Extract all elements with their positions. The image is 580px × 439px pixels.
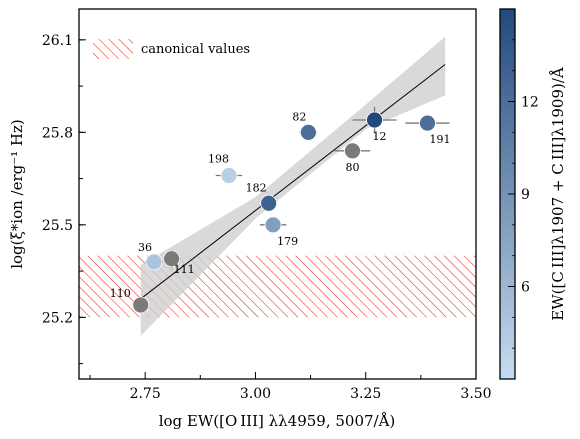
fit-confidence-band: [140, 36, 446, 336]
point-label-191: 191: [429, 133, 450, 146]
colorbar: 6 9 12 EW([C III]λ1907 + C III]λ1909)/Å: [499, 8, 567, 380]
point-label-182: 182: [246, 181, 267, 194]
point-12: [366, 111, 383, 129]
point-label-80: 80: [345, 161, 359, 174]
point-36: [145, 253, 163, 271]
fit-line: [140, 64, 446, 300]
colorbar-tick-label: 9: [521, 187, 530, 203]
y-axis-label: log(ξ*ion /erg⁻¹ Hz): [8, 119, 26, 269]
point-110: [132, 296, 150, 314]
point-80: [344, 142, 361, 160]
plot-frame: [78, 8, 477, 380]
x-axis: 2.75 3.00 3.25 3.50: [89, 372, 492, 402]
y-axis: 25.2 25.5 25.8 26.1: [42, 33, 86, 365]
point-182: [260, 194, 278, 212]
y-tick-label: 26.1: [42, 33, 73, 49]
point-label-111: 111: [174, 263, 195, 276]
point-label-110: 110: [110, 287, 131, 300]
point-label-12: 12: [373, 130, 387, 143]
point-label-198: 198: [208, 153, 229, 166]
point-82: [299, 123, 317, 141]
y-tick-label: 25.5: [42, 218, 73, 234]
colorbar-tick-label: 6: [521, 280, 530, 296]
legend-swatch: [93, 39, 133, 59]
legend: canonical values: [93, 39, 250, 59]
point-label-179: 179: [277, 235, 298, 248]
y-tick-label: 25.8: [42, 125, 73, 141]
y-tick-label: 25.2: [42, 310, 73, 326]
x-tick-label: 3.50: [460, 386, 491, 402]
colorbar-label: EW([C III]λ1907 + C III]λ1909)/Å: [549, 67, 567, 321]
point-label-36: 36: [138, 241, 152, 254]
point-179: [264, 216, 282, 234]
x-tick-label: 3.00: [240, 386, 271, 402]
colorbar-tick-label: 12: [521, 95, 539, 111]
x-tick-label: 2.75: [130, 386, 161, 402]
point-191: [419, 114, 436, 132]
point-label-82: 82: [292, 110, 306, 123]
x-axis-label: log EW([O III] λλ4959, 5007/Å): [159, 412, 396, 430]
point-198: [220, 167, 238, 184]
legend-label: canonical values: [141, 42, 250, 57]
x-tick-label: 3.25: [350, 386, 381, 402]
point-111: [163, 250, 181, 268]
data-points: 110 36 111 198 182 179 82 80 12 191: [110, 107, 450, 314]
